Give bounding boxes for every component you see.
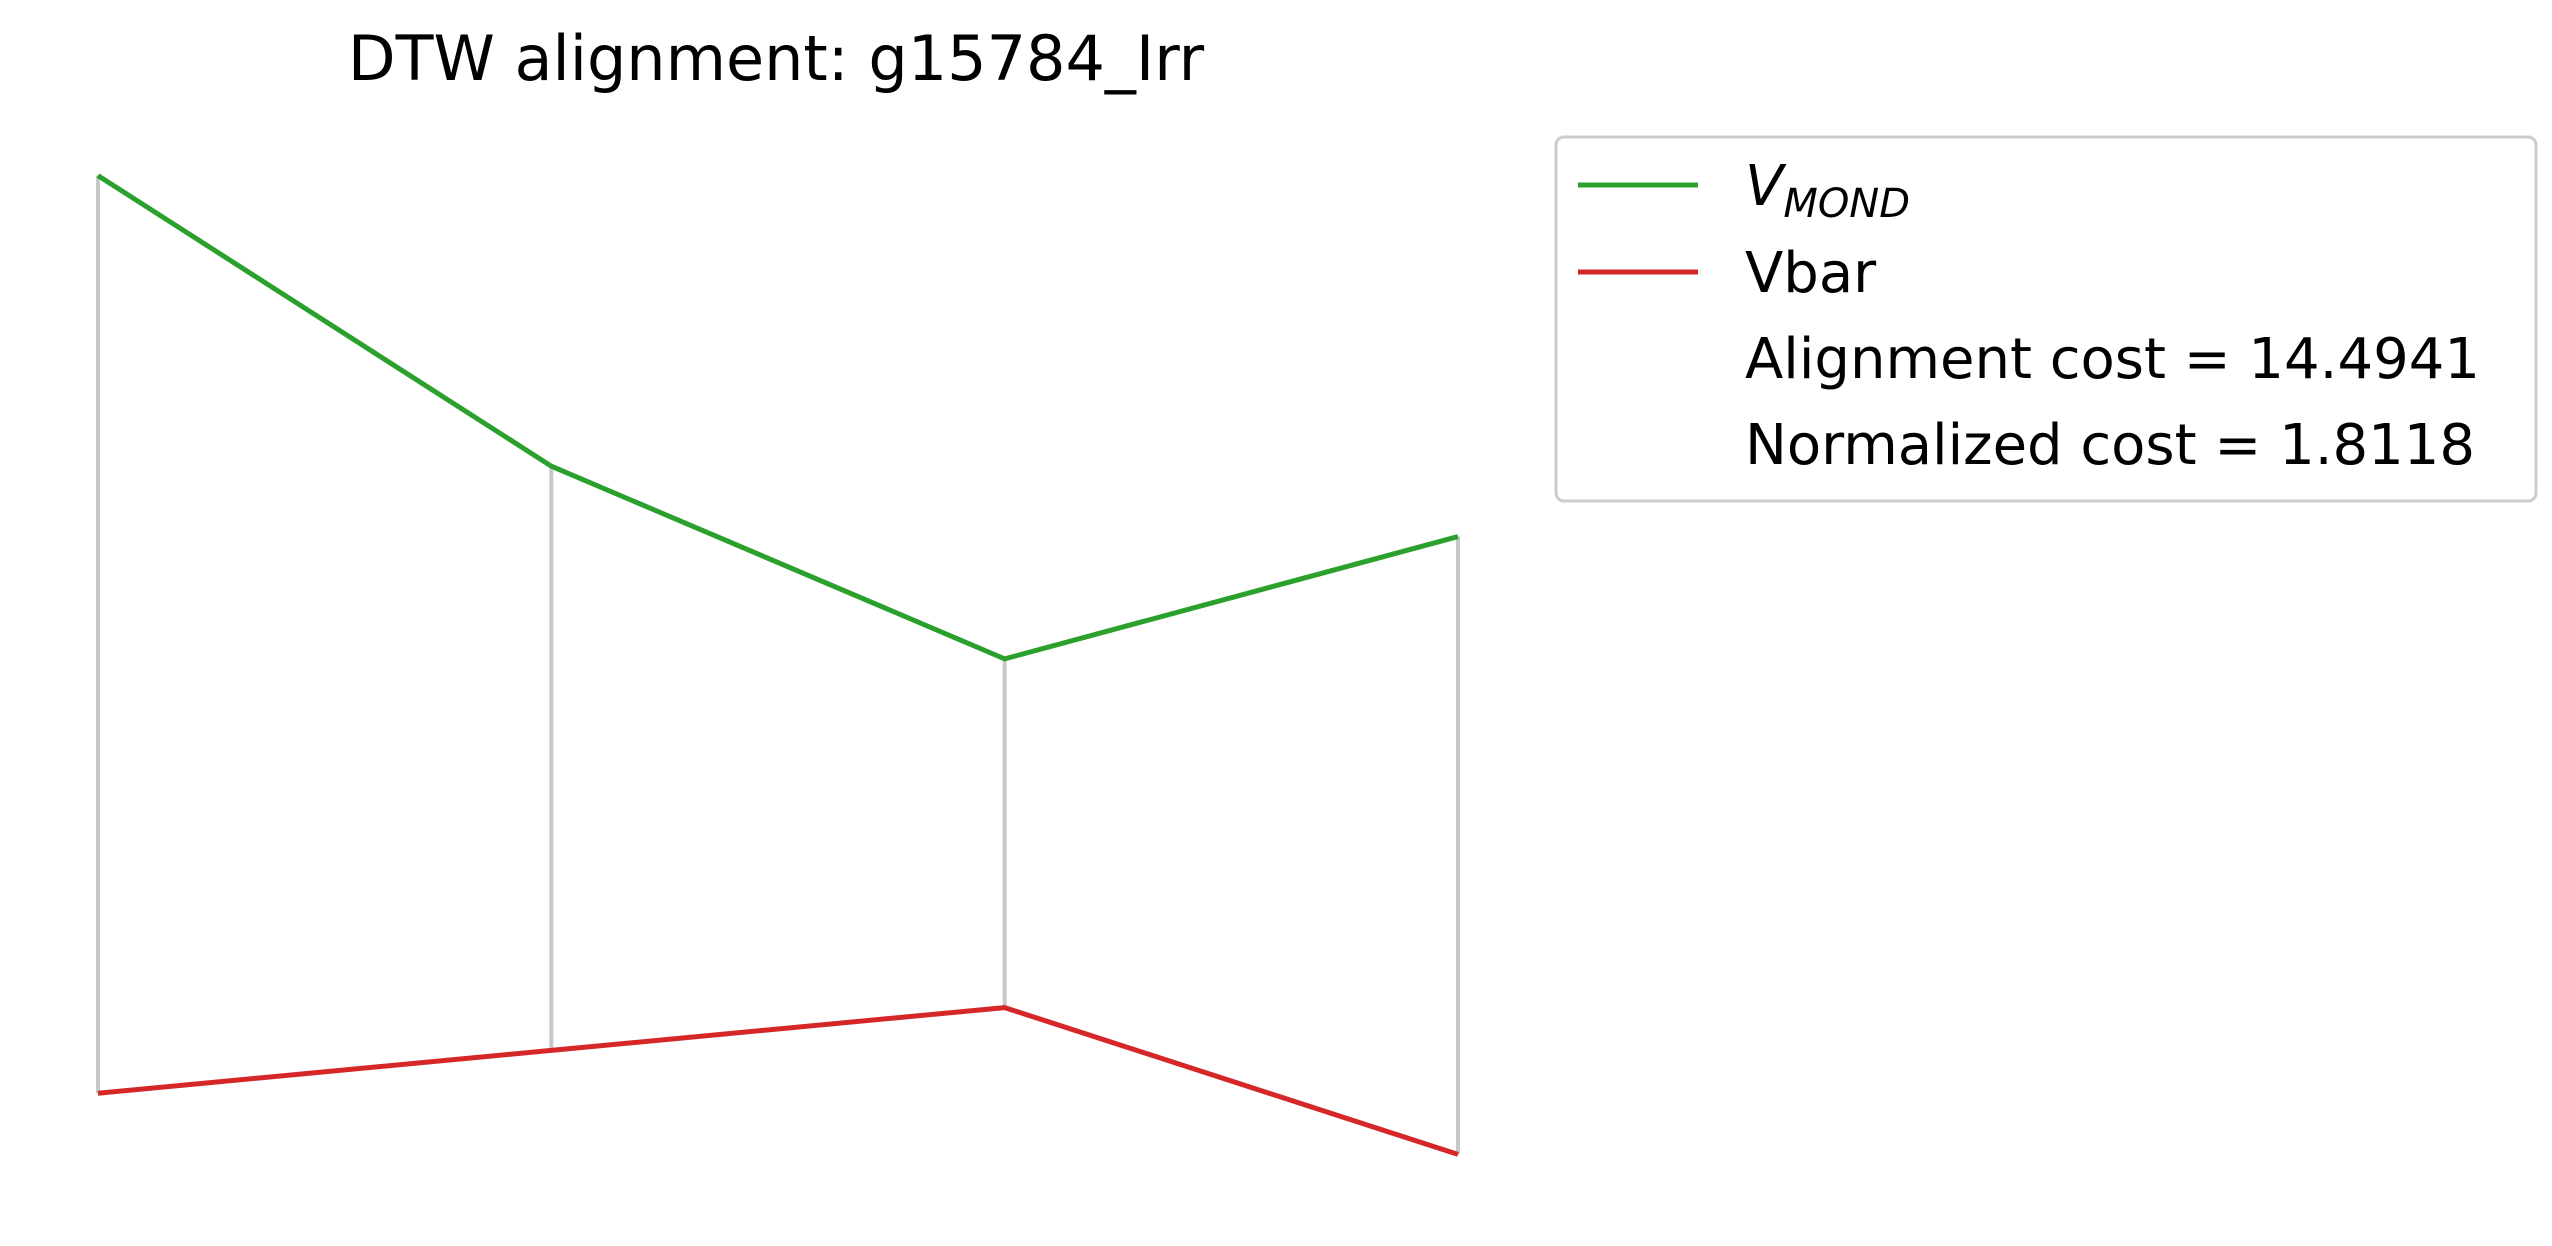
legend-label-vmond-main: V [1745,154,1787,219]
alignment-lines [96,175,1460,1155]
legend-alignment-cost: Alignment cost = 14.4941 [1745,327,2480,392]
series-lines [96,173,1459,1157]
series-line-vmond [96,173,1459,662]
legend-label-vmond: VMOND [1745,154,1910,227]
legend: VMOND Vbar Alignment cost = 14.4941 Norm… [1554,135,2538,503]
series-line-vbar [97,1005,1459,1157]
legend-label-vmond-sub: MOND [1783,181,1910,227]
legend-label-vbar: Vbar [1745,241,1877,306]
legend-normalized-cost: Normalized cost = 1.8118 [1745,413,2475,478]
legend-frame [1554,135,2538,503]
chart-title: DTW alignment: g15784_Irr [348,22,1205,95]
